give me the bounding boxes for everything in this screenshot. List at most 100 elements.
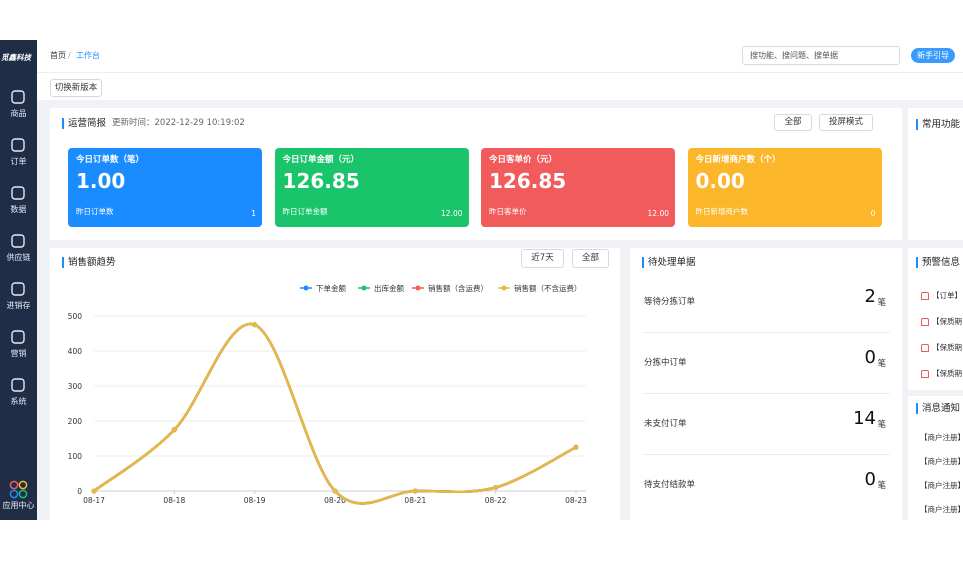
y-tick-label: 300 (68, 382, 83, 391)
warning-item[interactable]: 【订单】 (932, 292, 962, 300)
data-point (574, 445, 579, 450)
menu-item[interactable]: 营销 (0, 350, 37, 358)
card-sub-label: 昨日订单数 (76, 208, 114, 216)
pending-label: 分拣中订单 (644, 359, 687, 368)
card-value: 126.85 (283, 171, 360, 191)
search-placeholder: 搜功能、搜问题、搜单据 (750, 52, 838, 60)
screen-mode[interactable]: 投屏模式 (819, 114, 873, 131)
warning-icon (921, 318, 929, 326)
stat-card: 今日订单数（笔）1.00昨日订单数1 (68, 148, 262, 227)
common-title: 常用功能 (916, 119, 960, 130)
logo: 觅鑫科技 (1, 54, 31, 62)
pending-label: 等待分拣订单 (644, 298, 695, 307)
menu-icon (9, 136, 27, 154)
card-value: 126.85 (489, 171, 566, 191)
data-point (413, 489, 418, 494)
x-tick-label: 08-17 (83, 496, 105, 505)
card-label: 今日新增商户数（个） (696, 156, 781, 165)
menu-icon (9, 184, 27, 202)
warning-item[interactable]: 【保质期 (932, 370, 962, 378)
card-value: 0.00 (696, 171, 745, 191)
notice-item[interactable]: 【商户注册】 (920, 458, 963, 466)
pending-unit: 笔 (877, 482, 886, 491)
menu-item[interactable]: 订单 (0, 158, 37, 166)
icon-shape (12, 187, 24, 199)
chart-panel: 销售额趋势近7天全部010020030040050008-1708-1808-1… (50, 248, 620, 520)
data-point (252, 322, 257, 327)
menu-icon (9, 328, 27, 346)
pending-unit: 笔 (877, 421, 886, 430)
x-tick-label: 08-19 (244, 496, 266, 505)
y-tick-label: 100 (68, 452, 83, 461)
menu-item[interactable]: 数据 (0, 206, 37, 214)
card-label: 今日客单价（元） (489, 156, 557, 165)
y-tick-label: 400 (68, 347, 83, 356)
card-label: 今日订单数（笔） (76, 156, 144, 165)
notice-panel: 消息通知【商户注册】【商户注册】【商户注册】【商户注册】 (908, 396, 963, 520)
warning-icon (921, 292, 929, 300)
sidebar: 觅鑫科技商品订单数据供应链进销存营销系统应用中心 (0, 40, 37, 520)
common-panel: 常用功能 (908, 108, 963, 240)
breadcrumb-current: 工作台 (76, 52, 100, 60)
card-sub-label: 昨日新增商户数 (696, 208, 749, 216)
card-label: 今日订单金额（元） (283, 156, 360, 165)
menu-item[interactable]: 系统 (0, 398, 37, 406)
filter[interactable]: 全部 (774, 114, 812, 131)
warning-title: 预警信息 (916, 257, 960, 268)
pending-value: 2 (865, 288, 876, 306)
notice-item[interactable]: 【商户注册】 (920, 434, 963, 442)
data-point (333, 489, 338, 494)
switch-version[interactable]: 切换新版本 (50, 79, 102, 97)
app-dot (10, 490, 17, 497)
overview-panel: 运营简报更新时间：2022-12-29 10:19:02 全部投屏模式今日订单数（… (50, 108, 902, 240)
search-box[interactable]: 搜功能、搜问题、搜单据 (742, 46, 900, 65)
warning-item[interactable]: 【保质期 (932, 318, 962, 326)
stat-card: 今日新增商户数（个）0.00昨日新增商户数0 (688, 148, 882, 227)
pending-value: 0 (865, 471, 876, 489)
guide-button[interactable]: 新手引导 (911, 48, 955, 63)
menu-item[interactable]: 商品 (0, 110, 37, 118)
pending-value: 0 (865, 349, 876, 367)
update-time: 更新时间：2022-12-29 10:19:02 (112, 119, 245, 128)
icon-shape (12, 235, 24, 247)
legend-label: 销售额（含运费） (428, 283, 488, 293)
card-sub-value: 12.00 (648, 210, 669, 218)
legend-dot (304, 286, 309, 291)
data-point (172, 427, 177, 432)
x-tick-label: 08-18 (163, 496, 185, 505)
row-divider (642, 454, 890, 455)
menu-item[interactable]: 进销存 (0, 302, 37, 310)
card-sub-label: 昨日客单价 (489, 208, 527, 216)
stat-card: 今日订单金额（元）126.85昨日订单金额12.00 (275, 148, 469, 227)
notice-item[interactable]: 【商户注册】 (920, 506, 963, 514)
app-center[interactable]: 应用中心 (0, 502, 37, 510)
pending-unit: 笔 (877, 299, 886, 308)
header-divider (37, 72, 963, 73)
warning-icon (921, 370, 929, 378)
breadcrumb-sep: / (68, 52, 71, 60)
data-point (92, 489, 97, 494)
pending-value: 14 (853, 410, 876, 428)
warning-item[interactable]: 【保质期 (932, 344, 962, 352)
row-divider (642, 332, 890, 333)
menu-icon (9, 88, 27, 106)
row-divider (642, 393, 890, 394)
menu-icon (9, 376, 27, 394)
warning-panel: 预警信息【订单】【保质期【保质期【保质期 (908, 248, 963, 390)
data-point (493, 485, 498, 490)
legend-dot (416, 286, 421, 291)
warning-icon (921, 344, 929, 352)
notice-item[interactable]: 【商户注册】 (920, 482, 963, 490)
menu-icon (9, 232, 27, 250)
icon-shape (12, 139, 24, 151)
app-dot (19, 490, 26, 497)
icon-shape (12, 91, 24, 103)
icon-shape (12, 379, 24, 391)
menu-item[interactable]: 供应链 (0, 254, 37, 262)
overview-title: 运营简报 (62, 118, 106, 129)
y-tick-label: 200 (68, 417, 83, 426)
legend-dot (502, 286, 507, 291)
app-dot (19, 481, 26, 488)
menu-icon (9, 280, 27, 298)
